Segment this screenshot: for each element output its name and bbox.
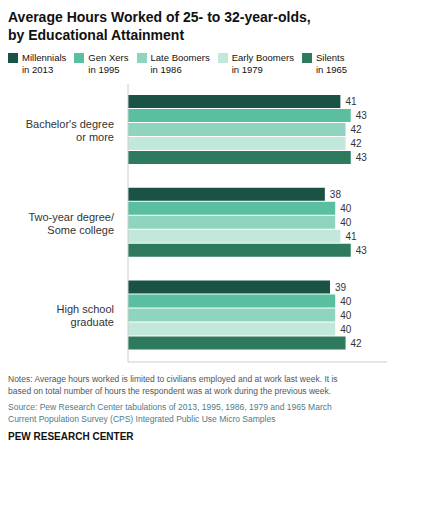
html-text:PEW RESEARCH CENTER: PEW RESEARCH CENTER — [8, 431, 134, 442]
html-text:Millennials in 2013: Millennials in 2013 — [22, 52, 67, 75]
svg-text:41: 41 — [345, 231, 357, 242]
svg-text:Two-year degree/Some college: Two-year degree/Some college — [28, 211, 115, 236]
svg-text:42: 42 — [351, 124, 363, 135]
html-text:Source: Pew Research Center ta: Source: Pew Research Center tabulations … — [8, 402, 332, 424]
svg-text:40: 40 — [340, 324, 352, 335]
svg-text:40: 40 — [340, 217, 352, 228]
svg-text:40: 40 — [340, 203, 352, 214]
svg-text:43: 43 — [356, 245, 368, 256]
html-text:Average Hours Worked of 25- to: Average Hours Worked of 25- to 32-year-o… — [8, 9, 311, 44]
svg-text:42: 42 — [351, 338, 363, 349]
html-text:Notes: Average hours worked is: Notes: Average hours worked is limited t… — [8, 374, 338, 396]
svg-text:40: 40 — [340, 296, 352, 307]
svg-text:High schoolgraduate: High schoolgraduate — [57, 303, 114, 328]
svg-text:38: 38 — [330, 189, 342, 200]
html-text:Gen Xers in 1995: Gen Xers in 1995 — [88, 52, 129, 75]
html-text:Late Boomers in 1986: Late Boomers in 1986 — [150, 52, 210, 75]
svg-text:43: 43 — [356, 152, 368, 163]
svg-text:43: 43 — [356, 110, 368, 121]
svg-text:Bachelor's degreeor more: Bachelor's degreeor more — [26, 118, 114, 143]
svg-text:40: 40 — [340, 310, 352, 321]
svg-text:42: 42 — [351, 138, 363, 149]
svg-text:41: 41 — [345, 96, 357, 107]
svg-text:39: 39 — [335, 282, 347, 293]
html-text:Early Boomers in 1979: Early Boomers in 1979 — [231, 52, 294, 75]
html-text:Silents in 1965: Silents in 1965 — [316, 52, 348, 75]
